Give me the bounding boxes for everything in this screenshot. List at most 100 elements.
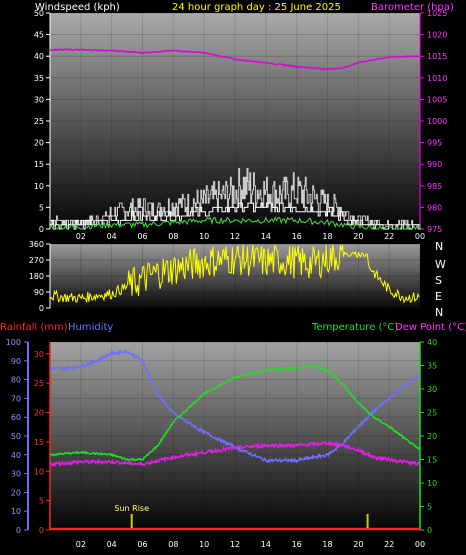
humidity-tick-label: 0 <box>16 526 21 535</box>
dewpoint-axis-title: Dew Point (°C) <box>395 322 466 333</box>
time-tick-label: 04 <box>107 232 117 241</box>
rain-humidity-temp-panel: 0 10 20 30 40 50 60 70 80 90 100 0 5 10 15 20 25 30 0 5 10… <box>6 338 437 549</box>
direction-letter-n-top: N <box>435 240 443 253</box>
windspeed-tick-label: 50 <box>34 9 44 18</box>
windspeed-tick-label: 30 <box>34 95 44 104</box>
barometer-tick-label: 985 <box>427 182 442 191</box>
temperature-tick-label: 15 <box>427 456 437 465</box>
wind-low-line <box>49 216 419 231</box>
direction-letter-w: W <box>435 258 446 271</box>
rainfall-axis-title: Rainfall (mm) <box>0 322 68 333</box>
temperature-tick-label: 25 <box>427 409 437 418</box>
windspeed-tick-label: 10 <box>34 182 44 191</box>
windspeed-tick-label: 0 <box>39 225 44 234</box>
humidity-axis-title: Humidity <box>68 322 113 333</box>
time-tick-label: 22 <box>384 232 394 241</box>
windspeed-tick-label: 5 <box>39 203 44 212</box>
humidity-tick-label: 50 <box>11 432 21 441</box>
wind-panel-background <box>50 13 420 229</box>
time-tick-label: 00 <box>415 232 425 241</box>
barometer-tick-label: 1020 <box>427 31 447 40</box>
barometer-tick-label: 995 <box>427 139 442 148</box>
time-tick-label: 10 <box>199 232 209 241</box>
lower-time-tick-label: 16 <box>292 540 302 549</box>
barometer-tick-label: 980 <box>427 203 442 212</box>
barometer-tick-label: 1015 <box>427 52 447 61</box>
barometer-tick-label: 1005 <box>427 95 447 104</box>
lower-time-tick-label: 22 <box>384 540 394 549</box>
rainfall-tick-label: 15 <box>34 438 44 447</box>
lower-time-tick-label: 00 <box>415 540 425 549</box>
windspeed-tick-label: 35 <box>34 74 44 83</box>
windspeed-tick-label: 20 <box>34 139 44 148</box>
humidity-tick-label: 60 <box>11 413 21 422</box>
lower-time-tick-label: 02 <box>76 540 86 549</box>
direction-letter-n-bottom: N <box>435 306 443 319</box>
direction-tick-label: 180 <box>29 272 44 281</box>
humidity-tick-label: 80 <box>11 376 21 385</box>
sunrise-label: Sun Rise <box>114 504 149 513</box>
lower-time-tick-label: 10 <box>199 540 209 549</box>
barometer-tick-label: 1000 <box>427 117 447 126</box>
wind-direction-line <box>49 244 420 304</box>
rainfall-tick-label: 25 <box>34 379 44 388</box>
barometer-tick-label: 975 <box>427 225 442 234</box>
barometer-tick-label: 1025 <box>427 9 447 18</box>
windspeed-tick-label: 15 <box>34 160 44 169</box>
temperature-tick-label: 10 <box>427 479 437 488</box>
lower-time-tick-label: 08 <box>168 540 178 549</box>
direction-tick-label: 90 <box>34 288 44 297</box>
temperature-tick-label: 5 <box>427 503 432 512</box>
temperature-tick-label: 35 <box>427 362 437 371</box>
time-tick-label: 08 <box>168 232 178 241</box>
graph-title: 24 hour graph day : 25 June 2025 <box>172 2 341 13</box>
time-tick-label: 18 <box>322 232 332 241</box>
temperature-tick-label: 40 <box>427 338 437 347</box>
time-tick-label: 02 <box>76 232 86 241</box>
barometer-tick-label: 1010 <box>427 74 447 83</box>
direction-letter-e: E <box>435 290 442 303</box>
windspeed-tick-label: 40 <box>34 52 44 61</box>
time-tick-label: 12 <box>230 232 240 241</box>
direction-tick-label: 360 <box>29 240 44 249</box>
rainfall-tick-label: 5 <box>39 497 44 506</box>
time-tick-label: 06 <box>137 232 147 241</box>
windspeed-tick-label: 25 <box>34 117 44 126</box>
wind-direction-panel: 0 90 180 270 360 N W S E N <box>29 240 446 319</box>
lower-time-tick-label: 14 <box>261 540 271 549</box>
lower-time-tick-label: 20 <box>353 540 363 549</box>
direction-tick-label: 0 <box>39 304 44 313</box>
time-tick-label: 20 <box>353 232 363 241</box>
dewpoint-line <box>49 440 420 468</box>
temperature-line <box>49 364 420 462</box>
temperature-tick-label: 30 <box>427 385 437 394</box>
rainfall-tick-label: 10 <box>34 467 44 476</box>
time-tick-label: 16 <box>292 232 302 241</box>
humidity-tick-label: 10 <box>11 507 21 516</box>
humidity-tick-label: 40 <box>11 451 21 460</box>
rainfall-tick-label: 0 <box>39 526 44 535</box>
direction-tick-label: 270 <box>29 256 44 265</box>
lower-time-tick-label: 06 <box>137 540 147 549</box>
temperature-tick-label: 0 <box>427 526 432 535</box>
temperature-tick-label: 20 <box>427 432 437 441</box>
humidity-tick-label: 90 <box>11 357 21 366</box>
lower-time-tick-label: 12 <box>230 540 240 549</box>
windspeed-axis-title: Windspeed (kph) <box>35 2 120 13</box>
lower-time-tick-label: 18 <box>322 540 332 549</box>
humidity-tick-label: 20 <box>11 488 21 497</box>
temperature-axis-title: Temperature (°C) <box>311 322 398 333</box>
wind-average-line <box>50 202 420 230</box>
humidity-tick-label: 100 <box>6 338 21 347</box>
humidity-tick-label: 70 <box>11 394 21 403</box>
barometer-tick-label: 990 <box>427 160 442 169</box>
lower-panel-background <box>50 342 420 530</box>
rainfall-tick-label: 30 <box>34 350 44 359</box>
barometer-axis-title: Barometer (hpa) <box>371 2 454 13</box>
barometer-line <box>49 48 420 71</box>
direction-letter-s: S <box>435 274 442 287</box>
lower-time-tick-label: 04 <box>107 540 117 549</box>
humidity-tick-label: 30 <box>11 470 21 479</box>
